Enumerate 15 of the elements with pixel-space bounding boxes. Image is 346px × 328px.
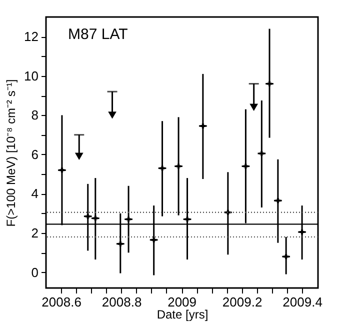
annotation: M87 LAT <box>68 26 128 43</box>
y-tick-label: 2 <box>31 226 38 241</box>
x-axis-title: Date [yrs] <box>156 308 208 322</box>
y-tick-label: 8 <box>31 108 38 123</box>
y-tick-label: 12 <box>24 29 38 44</box>
y-tick-label: 4 <box>31 186 38 202</box>
x-tick-label: 2009.4 <box>282 294 322 310</box>
y-tick-label: 6 <box>31 146 38 162</box>
y-axis-title: F(>100 MeV) [10⁻⁸ cm⁻² s⁻¹] <box>4 79 18 227</box>
x-tick-label: 2009 <box>168 294 197 310</box>
y-tick-label: 0 <box>31 264 38 280</box>
x-tick-label: 2008.6 <box>42 294 82 310</box>
x-tick-label: 2009.2 <box>222 294 262 310</box>
y-tick-label: 10 <box>24 68 38 84</box>
x-tick-label: 2008.8 <box>102 294 142 310</box>
